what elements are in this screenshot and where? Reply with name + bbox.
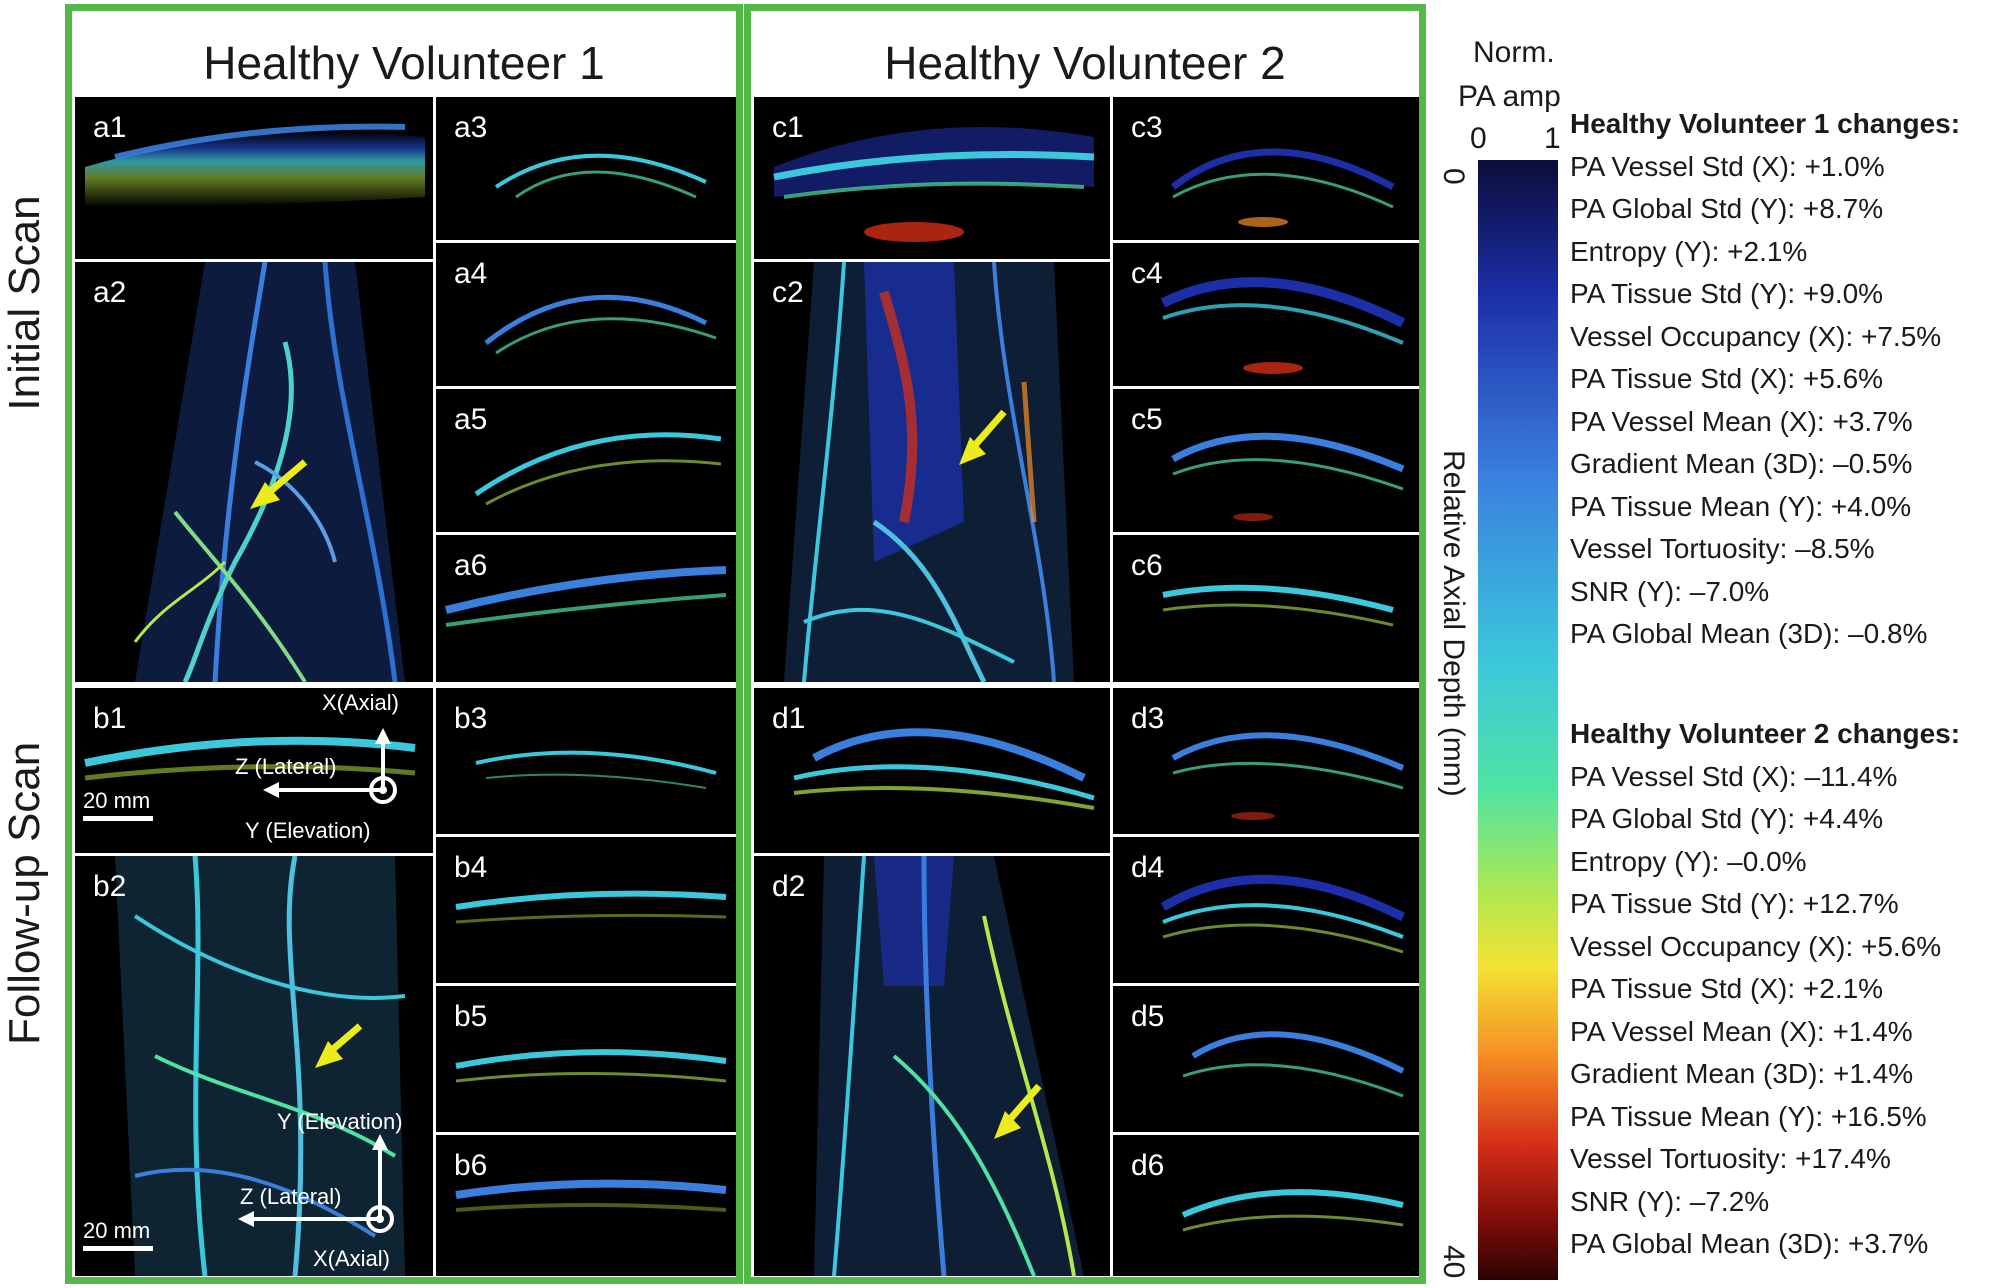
volunteer-1-title: Healthy Volunteer 1 [203,37,605,89]
panel-c3: c3 [1113,97,1419,240]
panel-b3: b3 [436,688,736,834]
stat-item: PA Tissue Mean (Y): +16.5% [1570,1100,1927,1132]
panel-a4: a4 [436,243,736,386]
stat-item: SNR (Y): –7.2% [1570,1185,1770,1217]
panel-label-c5: c5 [1131,403,1163,436]
panel-c1: c1 [754,97,1110,259]
volunteer-2-changes-title: Healthy Volunteer 2 changes: [1570,718,1961,749]
panel-label-a5: a5 [454,403,488,436]
stat-item: PA Tissue Std (X): +5.6% [1570,363,1884,394]
panel-c4: c4 [1113,243,1419,386]
b2-scalebar [83,1246,153,1251]
panel-label-c2: c2 [772,276,804,309]
panel-d3: d3 [1113,688,1419,834]
stat-item: Vessel Occupancy (X): +5.6% [1570,930,1942,962]
b1-scalebar [83,816,153,821]
panel-label-a4: a4 [454,257,488,290]
colorbar-axis-label: Relative Axial Depth (mm) [1437,450,1470,797]
panel-label-c4: c4 [1131,257,1163,290]
panel-label-b2: b2 [93,870,127,903]
stat-item: PA Vessel Mean (X): +3.7% [1570,405,1913,437]
volunteer-1-changes-title: Healthy Volunteer 1 changes: [1570,108,1961,139]
stat-item: PA Vessel Std (X): –11.4% [1570,760,1898,792]
panel-a5: a5 [436,389,736,532]
panel-label-a3: a3 [454,111,488,144]
panel-label-a6: a6 [454,549,488,582]
panel-label-b4: b4 [454,851,488,884]
panel-b5: b5 [436,986,736,1132]
b1-z-axis-label: Z (Lateral) [235,754,337,779]
volunteer-2-changes: Healthy Volunteer 2 changes: PA Vessel S… [1570,713,1960,1266]
colorbar-title-line1: Norm. [1473,36,1555,69]
row-label-initial-scan: Initial Scan [0,195,49,411]
panel-label-d3: d3 [1131,702,1165,735]
panel-label-d5: d5 [1131,1000,1165,1033]
stat-item: PA Vessel Mean (X): +1.4% [1570,1015,1913,1047]
panel-label-b5: b5 [454,1000,488,1033]
panel-label-d1: d1 [772,702,806,735]
panel-d5: d5 [1113,986,1419,1132]
panel-label-d6: d6 [1131,1149,1165,1182]
panel-label-c1: c1 [772,111,804,144]
stat-item: Entropy (Y): +2.1% [1570,235,1808,267]
colorbar-depth-top: 0 [1437,168,1470,185]
panel-b2: b2 Y (Elevation) Z (Lateral) X(Axial) 20… [75,856,433,1276]
colorbar-gradient [1478,160,1558,1280]
panel-label-b1: b1 [93,702,127,735]
panel-a3: a3 [436,97,736,240]
stat-item: PA Global Std (Y): +8.7% [1570,193,1884,224]
panel-b1: b1 X(Axial) Z (Lateral) Y (Elevation) 20… [75,688,433,853]
panel-label-c3: c3 [1131,111,1163,144]
panel-a1: a1 [75,97,433,259]
panel-label-d4: d4 [1131,851,1165,884]
colorbar-tick-min: 0 [1470,122,1487,155]
panel-label-b3: b3 [454,702,488,735]
colorbar-depth-bottom: 40 [1437,1245,1470,1279]
b1-y-axis-label: Y (Elevation) [245,818,371,843]
stat-item: PA Vessel Std (X): +1.0% [1570,150,1885,182]
stat-item: Vessel Tortuosity: +17.4% [1570,1143,1891,1174]
colorbar-title-line2: PA amp [1458,80,1561,113]
b2-scalebar-label: 20 mm [83,1218,151,1243]
stat-item: Vessel Occupancy (X): +7.5% [1570,320,1942,352]
panel-d1: d1 [754,688,1110,853]
panel-b6: b6 [436,1135,736,1276]
stat-item: Vessel Tortuosity: –8.5% [1570,533,1875,564]
volunteer-2-title: Healthy Volunteer 2 [884,37,1286,89]
panel-d4: d4 [1113,837,1419,983]
b2-y-axis-label: Y (Elevation) [277,1109,403,1134]
b2-x-axis-label: X(Axial) [313,1246,391,1271]
panel-label-a1: a1 [93,111,127,144]
stat-item: PA Tissue Mean (Y): +4.0% [1570,490,1912,522]
b1-scalebar-label: 20 mm [83,788,151,813]
stat-item: PA Global Mean (3D): –0.8% [1570,618,1928,649]
stat-item: PA Global Std (Y): +4.4% [1570,803,1884,834]
panel-d2: d2 [754,856,1110,1276]
panel-a6: a6 [436,535,736,682]
volunteer-1-changes: Healthy Volunteer 1 changes: PA Vessel S… [1570,103,1960,656]
panel-label-d2: d2 [772,870,806,903]
panel-label-b6: b6 [454,1149,488,1182]
panel-c2: c2 [754,262,1110,682]
stat-item: Gradient Mean (3D): –0.5% [1570,448,1913,479]
row-label-followup-scan: Follow-up Scan [0,741,49,1045]
panel-label-c6: c6 [1131,549,1163,582]
panel-c6: c6 [1113,535,1419,682]
panel-a2: a2 [75,262,433,682]
stat-item: Entropy (Y): –0.0% [1570,845,1807,877]
stat-item: SNR (Y): –7.0% [1570,575,1770,607]
colorbar-tick-max: 1 [1544,122,1561,155]
b2-z-axis-label: Z (Lateral) [240,1184,342,1209]
b1-x-axis-label: X(Axial) [322,690,400,715]
panel-label-a2: a2 [93,276,127,309]
stat-item: Gradient Mean (3D): +1.4% [1570,1058,1914,1089]
panel-d6: d6 [1113,1135,1419,1276]
stat-item: PA Global Mean (3D): +3.7% [1570,1228,1929,1259]
panel-b4: b4 [436,837,736,983]
stat-item: PA Tissue Std (Y): +9.0% [1570,278,1884,309]
panel-c5: c5 [1113,389,1419,532]
stat-item: PA Tissue Std (Y): +12.7% [1570,888,1899,919]
stat-item: PA Tissue Std (X): +2.1% [1570,973,1884,1004]
